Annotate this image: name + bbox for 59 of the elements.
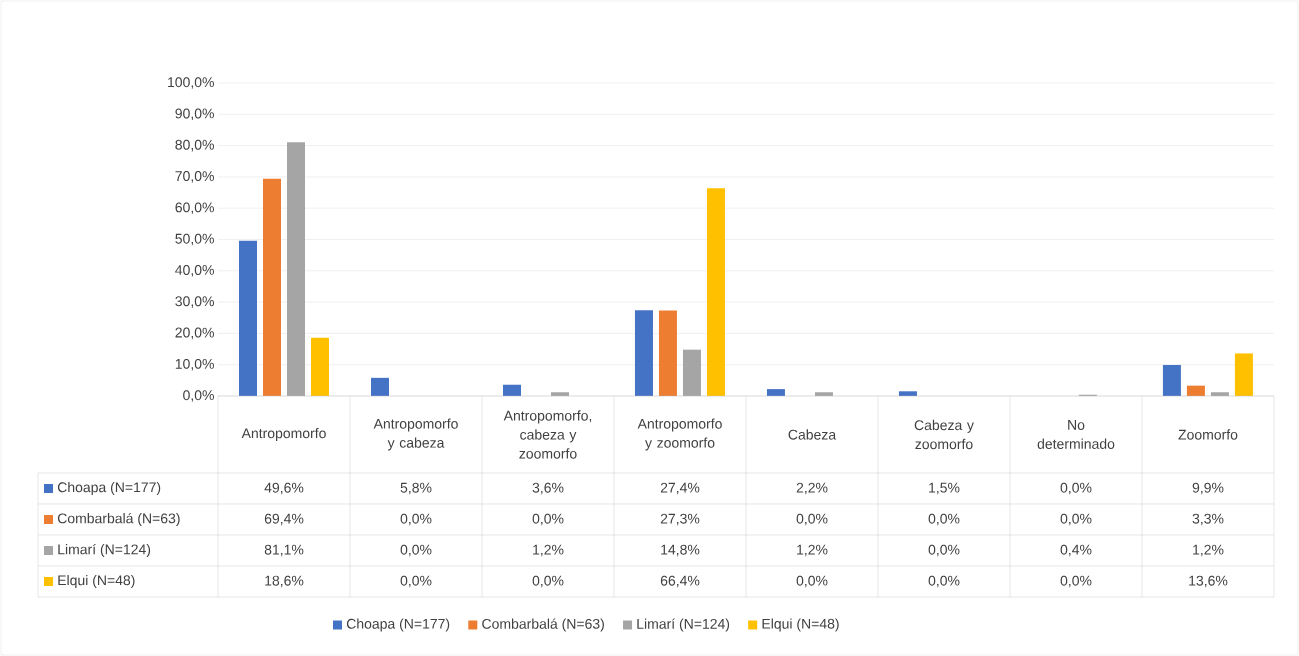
y-tick-label: 10,0% [175, 358, 214, 371]
data-label: 0,0% [400, 544, 432, 557]
y-tick-label: 90,0% [175, 108, 214, 121]
x-tick-label: No determinado [1037, 420, 1115, 449]
data-label: 0,0% [532, 575, 564, 588]
data-label: 0,4% [1060, 544, 1092, 557]
y-tick-label: 40,0% [175, 265, 214, 277]
y-tick-label: 80,0% [175, 139, 214, 152]
y-tick-label: 0,0% [183, 390, 214, 402]
data-label: 9,9% [1192, 482, 1224, 495]
text: Combarbalá (N=63) [482, 618, 604, 632]
y-tick-label: 100,0% [168, 77, 214, 89]
legend-label: Elqui (N=48) [762, 618, 839, 632]
text: Limarí (N=124) [637, 618, 730, 632]
x-tick-label: Zoomorfo [1178, 429, 1238, 440]
data-label: 0,0% [796, 575, 828, 588]
y-tick-label: 60,0% [175, 202, 214, 214]
data-label: 3,3% [1192, 513, 1224, 526]
legend-label: Limarí (N=124) [58, 543, 151, 558]
x-tick-label: Antropomorfo y zoomorfo [637, 418, 722, 451]
data-label: 0,0% [796, 513, 828, 526]
data-label: 0,0% [928, 544, 960, 557]
data-label: 1,5% [929, 482, 960, 495]
legend-label: Combarbalá (N=63) [57, 512, 180, 527]
data-label: 0,0% [1060, 482, 1092, 495]
data-label: 27,4% [660, 482, 700, 495]
data-label: 49,6% [264, 482, 304, 495]
legend-label: Choapa (N=177) [57, 481, 161, 496]
data-label: 14,8% [661, 544, 700, 557]
data-label: 5,8% [400, 482, 432, 495]
data-label: 0,0% [532, 513, 564, 526]
x-tick-label: Cabeza [788, 429, 837, 440]
data-label: 1,2% [1193, 544, 1224, 557]
data-label: 0,0% [1060, 575, 1092, 588]
x-tick-label: Cabeza y zoomorfo [914, 419, 974, 450]
data-label: 0,0% [928, 513, 960, 526]
data-label: 1,2% [533, 544, 564, 557]
data-label: 0,0% [400, 513, 432, 526]
x-tick-label: Antropomorfo, cabeza y zoomorfo [503, 410, 592, 459]
data-label: 0,0% [400, 575, 432, 588]
x-tick-label: Antropomorfo y cabeza [373, 418, 458, 451]
y-tick-label: 70,0% [175, 171, 214, 183]
y-tick-label: 30,0% [175, 296, 214, 308]
y-tick-label: 20,0% [175, 327, 214, 340]
data-label: 3,6% [532, 482, 564, 495]
x-tick-label: Antropomorfo [241, 427, 326, 442]
data-label: 81,1% [264, 544, 304, 557]
data-label: 27,3% [660, 513, 700, 526]
data-label: 13,6% [1189, 575, 1228, 588]
data-label: 18,6% [265, 575, 304, 588]
data-label: 1,2% [797, 544, 828, 557]
data-label: 66,4% [660, 575, 700, 588]
text: Elqui (N=48) [58, 574, 135, 589]
data-label: 0,0% [1060, 513, 1092, 526]
data-label: 69,4% [264, 513, 304, 526]
data-label: 0,0% [928, 575, 960, 588]
data-label: 2,2% [796, 482, 828, 495]
text: Choapa (N=177) [346, 618, 450, 632]
y-tick-label: 50,0% [175, 233, 214, 246]
